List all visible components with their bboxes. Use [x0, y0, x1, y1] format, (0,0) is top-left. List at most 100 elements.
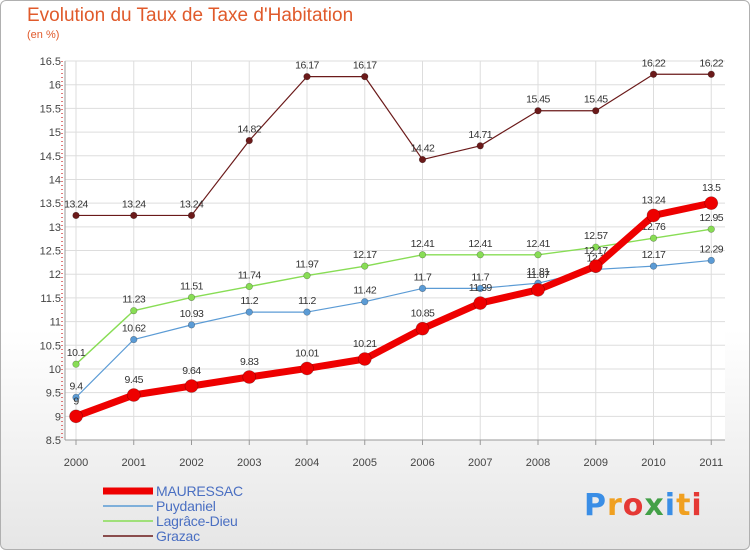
- y-tick-label: 11: [50, 317, 61, 329]
- data-point: [476, 251, 484, 259]
- data-point: [184, 379, 199, 393]
- data-label: 10.62: [122, 323, 146, 335]
- y-tick-label: 10.5: [40, 340, 61, 352]
- series-line: [72, 199, 715, 420]
- data-point: [361, 73, 369, 81]
- data-point: [418, 251, 427, 259]
- data-label: 16.17: [353, 60, 377, 72]
- data-point: [187, 293, 196, 302]
- data-point: [245, 282, 253, 291]
- data-point: [476, 284, 484, 293]
- data-point: [707, 225, 715, 233]
- logo-letter: r: [607, 488, 623, 523]
- data-label: 11.23: [122, 294, 146, 306]
- data-label: 11.2: [240, 295, 258, 307]
- data-point: [415, 321, 430, 336]
- logo-letter: o: [622, 488, 645, 523]
- data-point: [303, 73, 311, 81]
- chart-title: Evolution du Taux de Taxe d'Habitation: [27, 5, 354, 26]
- y-tick-label: 9: [55, 411, 61, 423]
- data-point: [303, 272, 311, 280]
- x-tick-label: 2003: [237, 457, 261, 469]
- data-label: 13.24: [180, 198, 204, 210]
- data-point: [72, 211, 80, 220]
- data-point: [357, 352, 372, 366]
- y-tick-label: 12: [49, 269, 61, 281]
- legend-label-grazac: Grazac: [156, 528, 200, 544]
- y-tick-label: 14: [49, 174, 61, 186]
- data-label: 11.67: [527, 269, 551, 281]
- data-point: [187, 321, 196, 329]
- data-label: 11.42: [353, 285, 377, 297]
- data-point: [704, 196, 719, 210]
- y-tick-label: 9.5: [46, 388, 61, 400]
- data-label: 9.64: [182, 365, 201, 377]
- x-tick-label: 2006: [410, 457, 434, 469]
- y-tick-label: 13: [49, 222, 61, 234]
- data-label: 11.39: [469, 282, 493, 294]
- data-point: [130, 335, 138, 344]
- data-label: 16.22: [642, 57, 666, 69]
- x-tick-label: 2011: [699, 457, 723, 469]
- data-label: 9.83: [240, 356, 259, 368]
- data-label: 11.81: [527, 266, 551, 278]
- series-line: [75, 73, 712, 217]
- x-tick-label: 2010: [641, 457, 665, 469]
- data-label: 14.42: [411, 143, 435, 155]
- logo-letter: i: [664, 488, 677, 523]
- x-tick-label: 2009: [584, 457, 608, 469]
- data-point: [588, 259, 603, 273]
- data-label: 9.45: [125, 374, 144, 386]
- data-point: [187, 211, 196, 220]
- x-tick-label: 2000: [64, 457, 88, 469]
- data-point: [361, 262, 369, 270]
- data-point: [649, 262, 658, 270]
- data-point: [126, 388, 141, 402]
- y-tick-label: 11.5: [40, 293, 61, 305]
- legend-swatch-mauressac: [103, 487, 153, 495]
- data-point: [245, 308, 253, 316]
- legend-swatch-grazac: [103, 535, 153, 537]
- data-point: [72, 393, 80, 401]
- data-point: [361, 298, 369, 306]
- data-label: 12.41: [411, 238, 435, 250]
- x-tick-label: 2002: [179, 457, 203, 469]
- data-label: 13.24: [122, 198, 146, 210]
- data-label: 13.24: [642, 194, 666, 206]
- data-label: 12.41: [526, 238, 550, 250]
- data-label: 9: [73, 395, 79, 407]
- logo-letter: x: [644, 488, 665, 523]
- chart-unit: (en %): [27, 29, 60, 41]
- y-tick-label: 8.5: [46, 435, 61, 447]
- data-point: [300, 361, 314, 376]
- data-point: [130, 211, 138, 220]
- legend-label-lagrace-dieu: Lagrâce-Dieu: [156, 513, 238, 529]
- data-label: 10.21: [353, 338, 377, 350]
- data-point: [646, 208, 661, 223]
- data-label: 11.7: [471, 271, 489, 283]
- data-label: 11.74: [238, 270, 262, 282]
- data-label: 14.82: [237, 124, 261, 136]
- data-point: [418, 284, 427, 293]
- series-line: [75, 228, 712, 365]
- logo-letter: i: [691, 488, 703, 523]
- data-label: 15.45: [526, 94, 550, 106]
- data-point: [534, 107, 542, 115]
- legend-swatch-lagrace-dieu: [103, 520, 153, 522]
- data-point: [245, 136, 253, 145]
- data-label: 11.97: [296, 259, 320, 271]
- data-label: 12.29: [699, 243, 723, 255]
- data-label: 16.17: [295, 60, 319, 72]
- data-label: 12.41: [468, 238, 492, 250]
- data-label: 11.51: [180, 280, 204, 292]
- data-label: 10.01: [295, 347, 319, 359]
- y-tick-label: 16: [49, 80, 61, 92]
- data-point: [72, 360, 80, 368]
- data-point: [649, 70, 658, 78]
- data-point: [592, 243, 600, 251]
- data-label: 14.71: [468, 129, 492, 141]
- data-label: 12.17: [584, 245, 608, 257]
- y-tick-label: 16.5: [40, 56, 61, 68]
- data-point: [592, 107, 600, 115]
